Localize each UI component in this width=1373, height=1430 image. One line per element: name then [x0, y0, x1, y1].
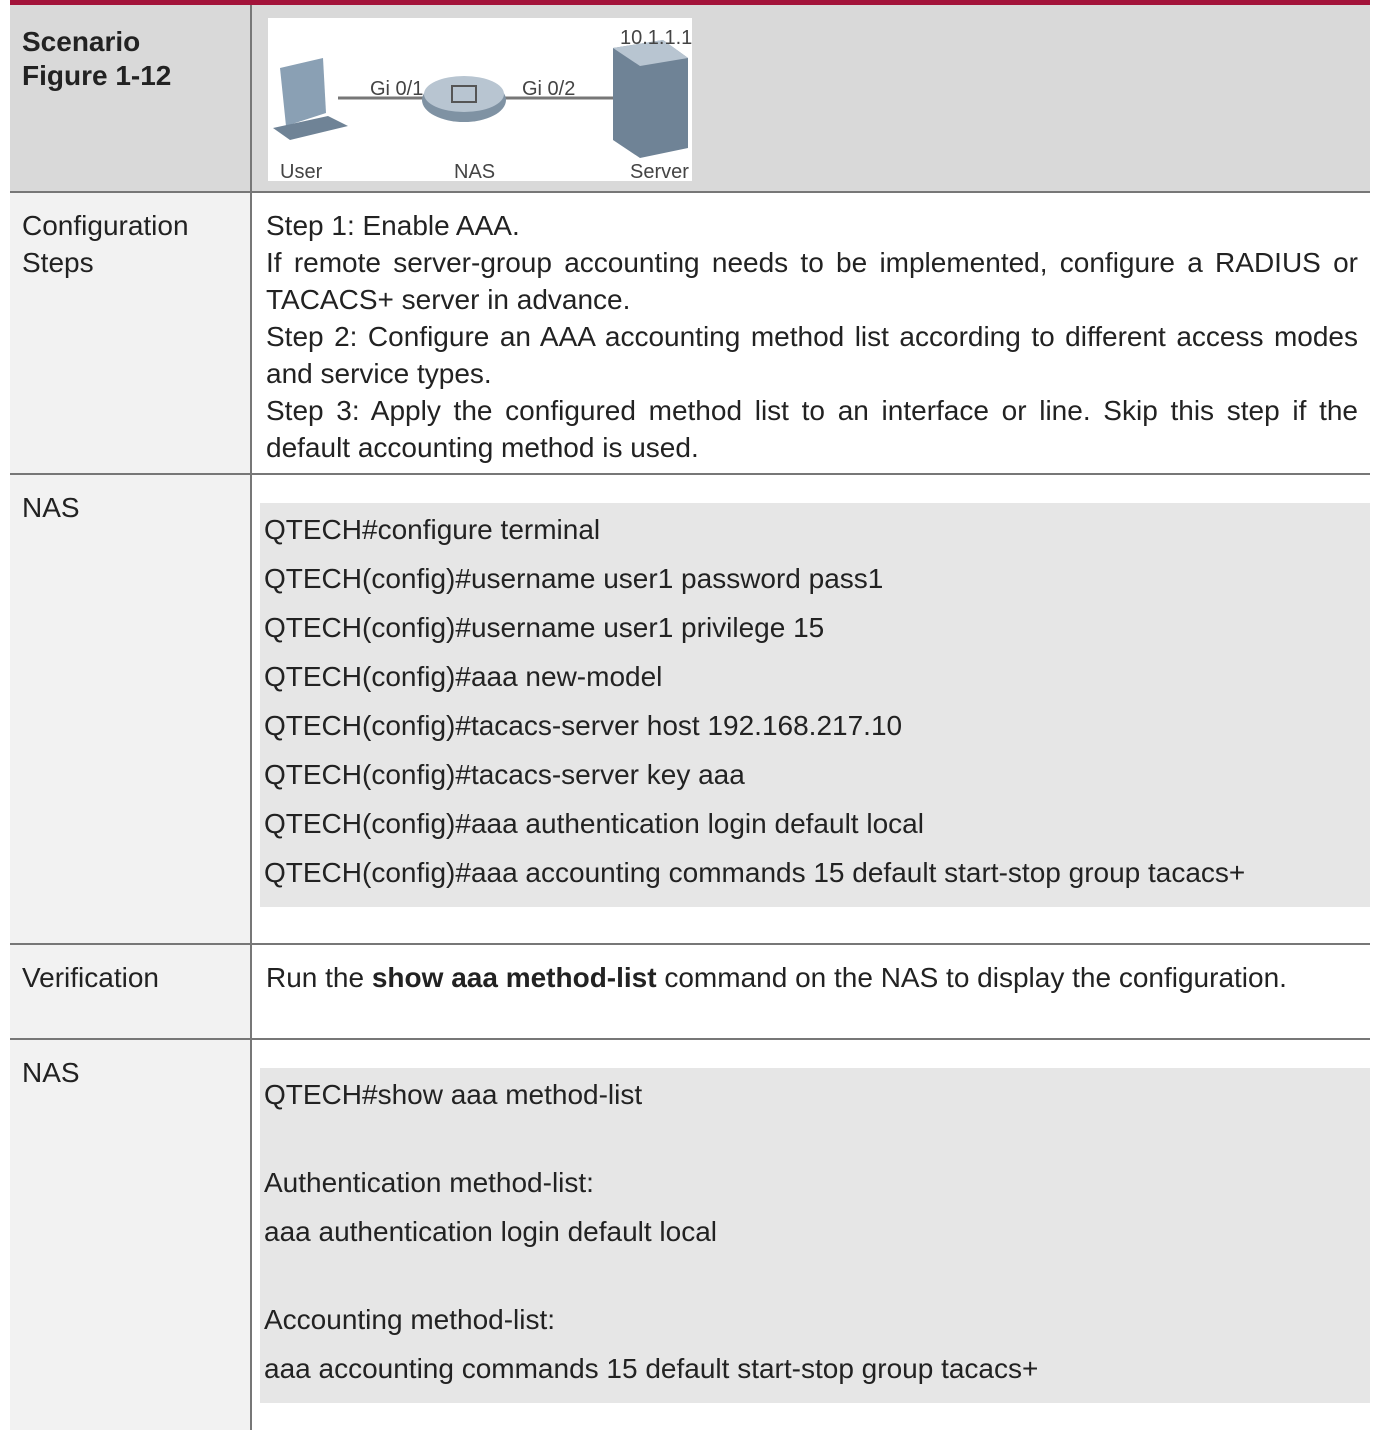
- code-line: QTECH#configure terminal: [264, 514, 601, 545]
- command: show aaa method-list: [371, 962, 657, 993]
- laptop-base: [273, 116, 348, 140]
- code-line: QTECH(config)#aaa new-model: [264, 661, 663, 692]
- code-group: Authentication method-list: aaa authentic…: [264, 1164, 1366, 1251]
- paragraph: Step 3: Apply the configured method list…: [266, 395, 1358, 463]
- code-line: Authentication method-list:: [264, 1167, 594, 1198]
- figure-label: 10.1.1.1: [620, 27, 692, 49]
- text: command on the NAS to display the config…: [664, 962, 1287, 993]
- nas-top: [424, 76, 504, 112]
- code-group: Accounting method-list: aaa accounting co…: [264, 1301, 1366, 1388]
- row: Verification Run the show aaa method-lis…: [10, 945, 1370, 1040]
- code-line: aaa authentication login default local: [264, 1216, 718, 1247]
- figure-label: Server: [630, 161, 689, 181]
- code-line: QTECH#show aaa method-list: [264, 1079, 643, 1110]
- server-top: [613, 40, 688, 66]
- code-group: QTECH#show aaa method-list: [264, 1076, 1366, 1114]
- paragraph: Step 2: Configure an AAA accounting meth…: [266, 321, 1358, 389]
- code-line: QTECH(config)#username user1 password pa…: [264, 563, 884, 594]
- text: Run the: [266, 962, 365, 993]
- figure-label: NAS: [454, 161, 495, 181]
- code-line: Accounting method-list:: [264, 1304, 556, 1335]
- figure-label: Gi 0/1: [370, 78, 423, 100]
- nas-mark: [451, 85, 477, 103]
- row: NAS QTECH#configure terminal QTECH(config…: [10, 475, 1370, 945]
- code-group: QTECH#configure terminal QTECH(config)#us…: [264, 511, 1366, 892]
- figure-label: User: [280, 161, 323, 181]
- code-block: QTECH#show aaa method-list Authentication…: [260, 1068, 1370, 1403]
- row-label: NAS: [10, 1040, 252, 1430]
- paragraph: Run the show aaa method-list command on …: [266, 959, 1358, 996]
- code-line: QTECH(config)#username user1 privilege 1…: [264, 612, 825, 643]
- header-row: Scenario Figure 1-12 10.1.1.1 Gi 0/1 Gi …: [10, 5, 1370, 193]
- document-table: Scenario Figure 1-12 10.1.1.1 Gi 0/1 Gi …: [10, 0, 1370, 1430]
- row-body: QTECH#configure terminal QTECH(config)#us…: [254, 475, 1370, 943]
- row-label: Verification: [10, 945, 252, 1038]
- label-line: Figure 1-12: [22, 60, 172, 91]
- code-line: aaa accounting commands 15 default start…: [264, 1353, 1039, 1384]
- laptop-icon: [280, 58, 326, 126]
- row-body: Run the show aaa method-list command on …: [254, 945, 1370, 1038]
- server-icon: [613, 40, 688, 158]
- label-line: Scenario: [22, 26, 141, 57]
- code-block: QTECH#configure terminal QTECH(config)#us…: [260, 503, 1370, 907]
- paragraph: Step 1: Enable AAA.: [266, 210, 520, 241]
- row-label: NAS: [10, 475, 252, 943]
- code-line: QTECH(config)#aaa accounting commands 15…: [264, 857, 1246, 888]
- code-line: QTECH(config)#tacacs-server key aaa: [264, 759, 745, 790]
- figure-label: Gi 0/2: [522, 78, 575, 100]
- row-label: Configuration Steps: [10, 193, 252, 473]
- row-body: Step 1: Enable AAA. If remote server-grou…: [254, 193, 1370, 473]
- row-body: QTECH#show aaa method-list Authentication…: [254, 1040, 1370, 1430]
- topology-figure: 10.1.1.1 Gi 0/1 Gi 0/2 User NAS Server: [268, 18, 692, 181]
- code-line: QTECH(config)#tacacs-server host 192.168…: [264, 710, 903, 741]
- header-label: Scenario Figure 1-12: [10, 5, 252, 191]
- paragraph: If remote server-group accounting needs …: [266, 247, 1358, 315]
- row: NAS QTECH#show aaa method-list Authentica…: [10, 1040, 1370, 1430]
- row: Configuration Steps Step 1: Enable AAA. I…: [10, 193, 1370, 475]
- code-line: QTECH(config)#aaa authentication login d…: [264, 808, 924, 839]
